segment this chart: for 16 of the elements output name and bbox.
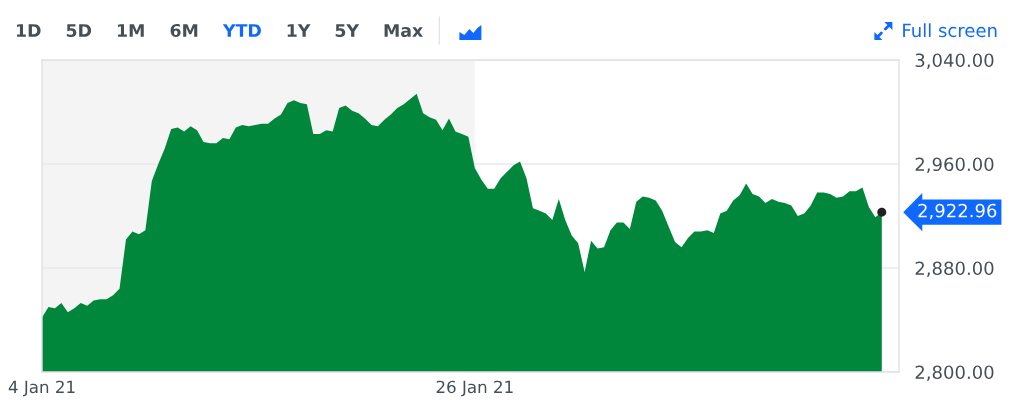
y-tick-label: 2,960.00: [915, 157, 994, 173]
y-tick-label: 3,040.00: [915, 53, 994, 69]
text: 6M: [170, 23, 198, 38]
text: 1D: [16, 24, 41, 37]
text: YTD: [222, 24, 261, 37]
text: Max: [384, 24, 423, 38]
text: 1M: [117, 24, 144, 37]
text: 2,922.96: [918, 203, 997, 220]
y-tick-label: 2,880.00: [915, 261, 994, 277]
x-tick-label: 4 Jan 21: [8, 380, 75, 397]
text: 5D: [66, 24, 92, 38]
text: 1Y: [287, 24, 311, 37]
text: Full screen: [903, 23, 997, 38]
text: 5Y: [335, 24, 360, 38]
x-tick-label: 26 Jan 21: [436, 380, 513, 397]
y-tick-label: 2,800.00: [915, 365, 994, 381]
